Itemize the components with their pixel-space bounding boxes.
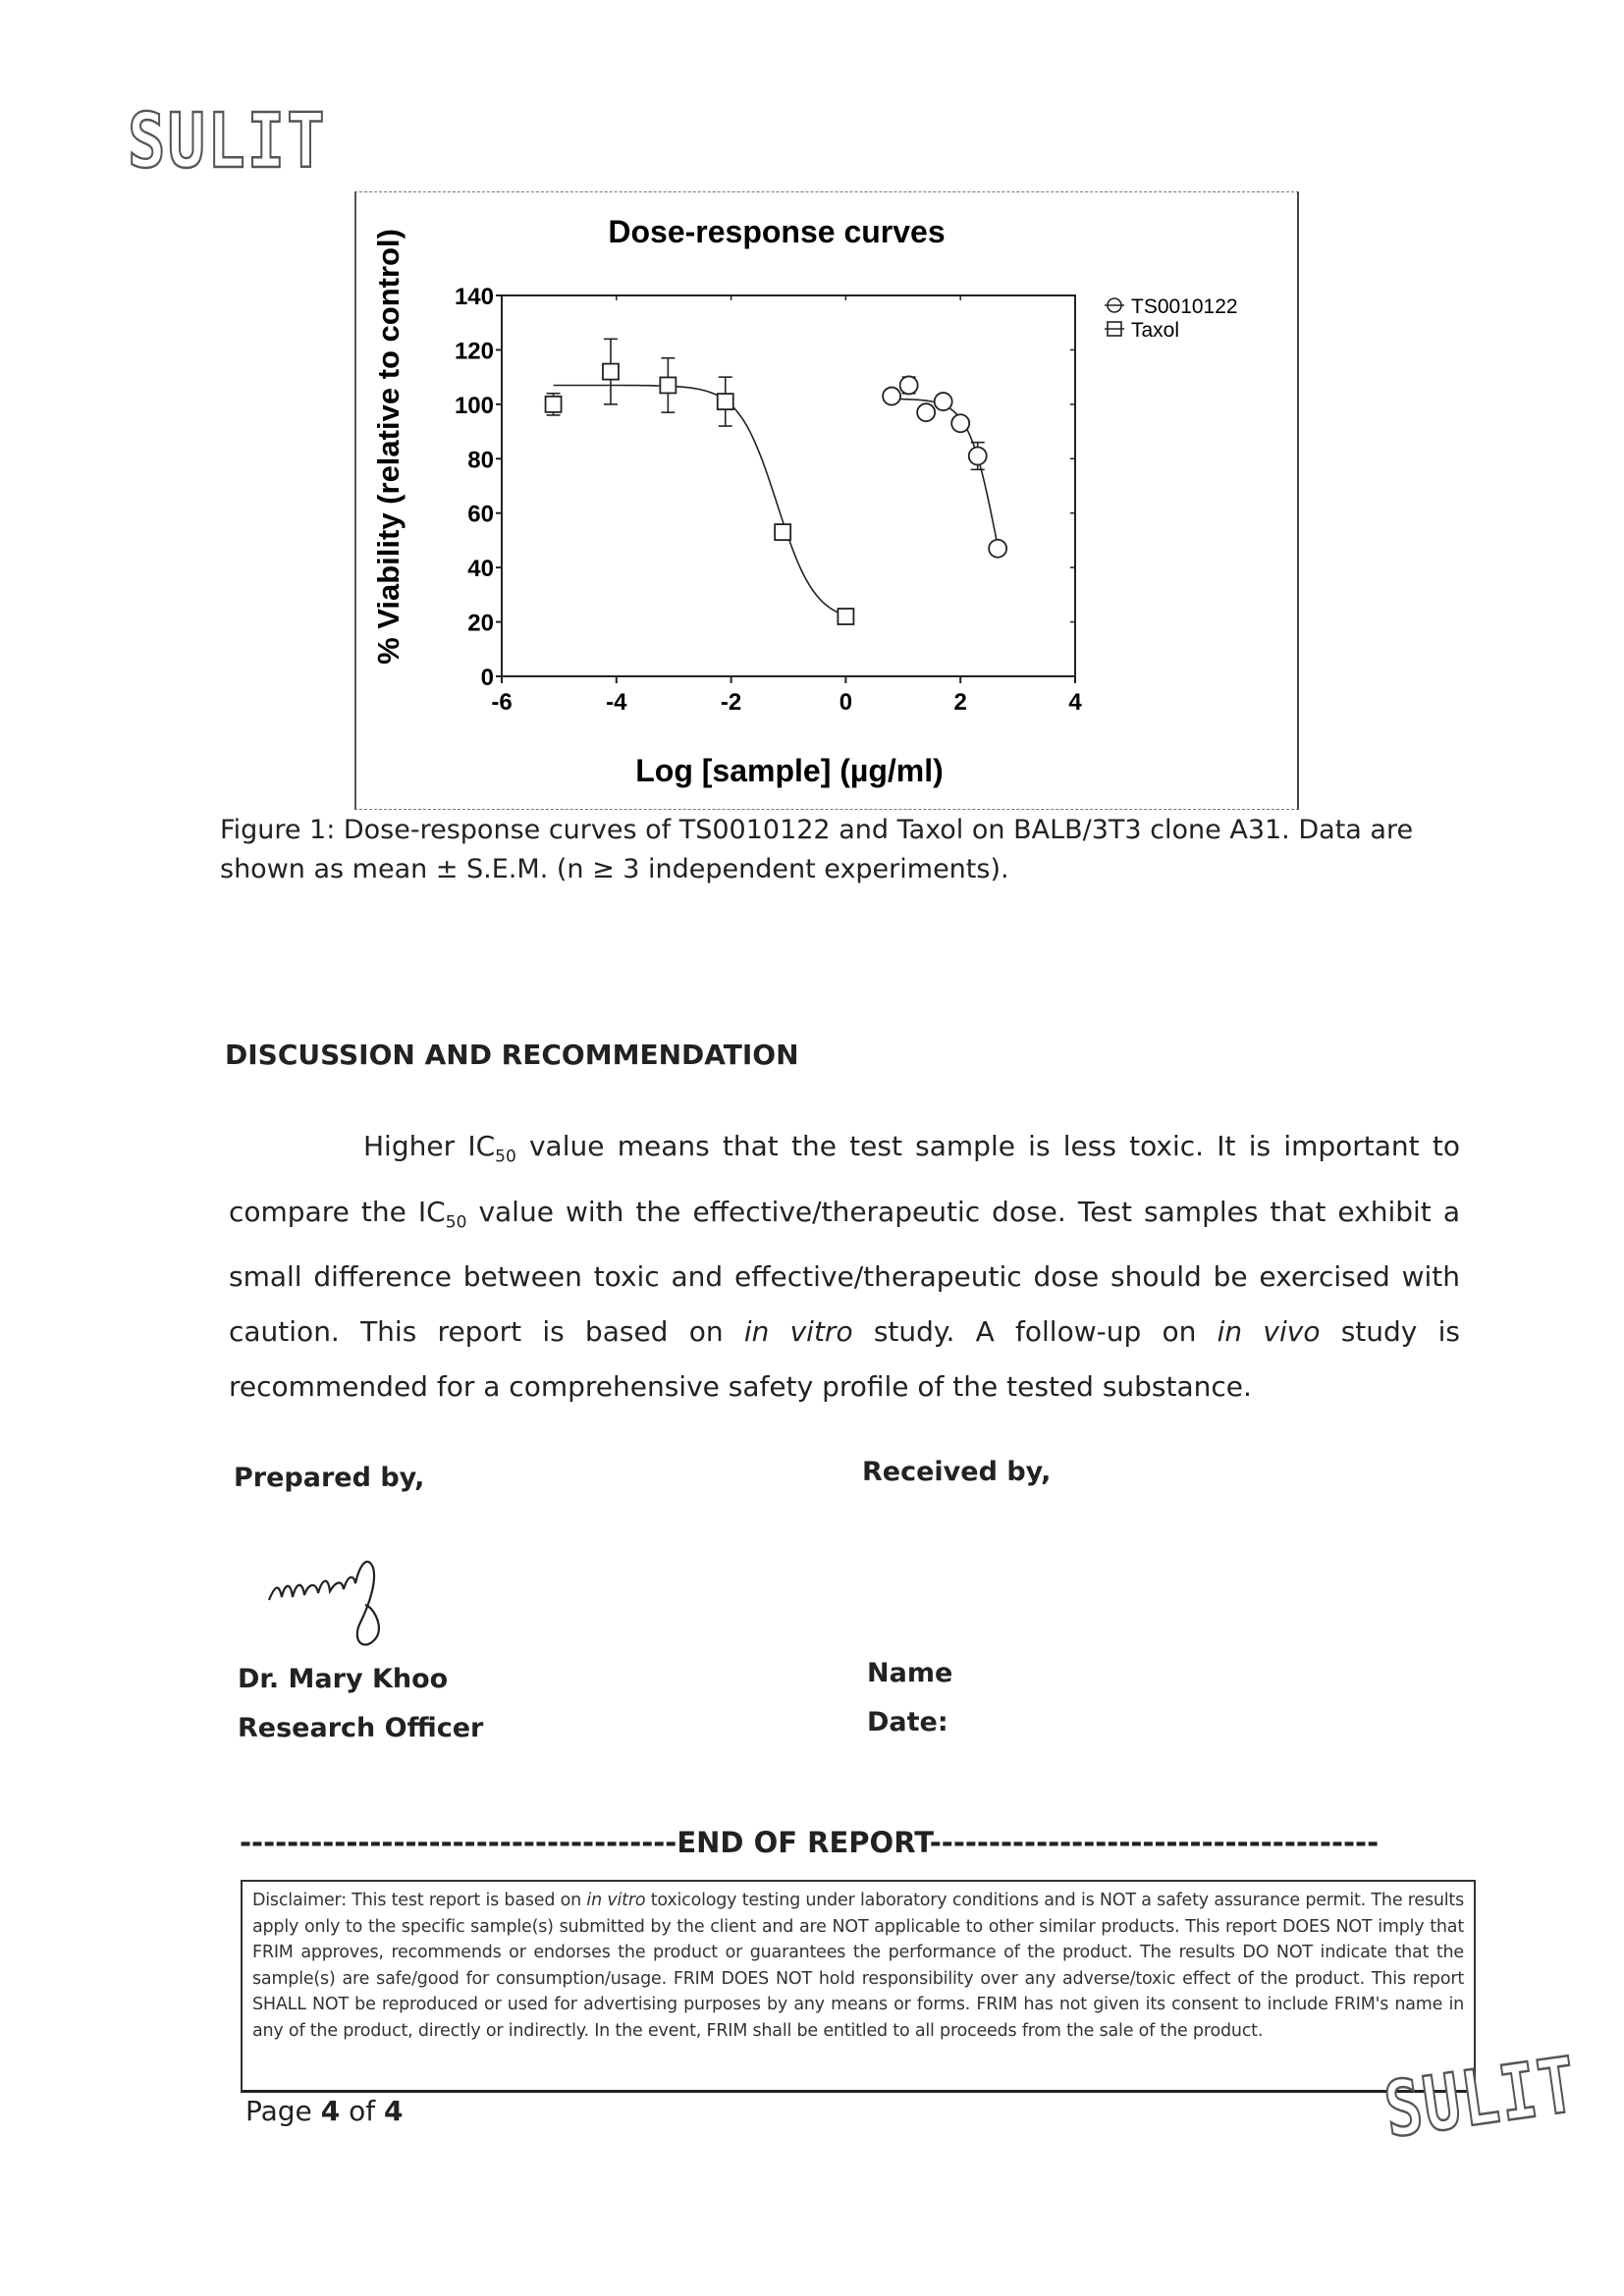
text: of: [340, 2095, 384, 2127]
y-tick-label: 80: [467, 447, 494, 473]
data-point-square: [716, 393, 734, 410]
caption-line-2: shown as mean ± S.E.M. (n ≥ 3 independen…: [220, 854, 1009, 884]
text: Higher IC: [363, 1130, 496, 1162]
data-point-square: [544, 395, 563, 413]
data-point-circle: [916, 402, 937, 423]
data-point-circle: [898, 375, 919, 396]
receiver-name-label: Name: [867, 1658, 953, 1688]
data-point-circle: [967, 446, 988, 466]
data-point-square: [774, 523, 792, 542]
y-tick-label: 0: [481, 665, 494, 691]
y-tick-label: 100: [455, 393, 494, 419]
total-pages: 4: [383, 2095, 404, 2127]
prepared-by-label: Prepared by,: [234, 1463, 425, 1493]
chart-frame: [354, 191, 1299, 810]
italic-text: in vivo: [1217, 1315, 1321, 1349]
current-page: 4: [320, 2095, 341, 2127]
data-point-circle: [933, 392, 953, 411]
end-of-report: -------------------------------------END…: [240, 1826, 1380, 1859]
data-point-circle: [950, 413, 971, 434]
legend-label: Taxol: [1131, 319, 1179, 342]
text: This test report is based on: [346, 1891, 587, 1910]
dose-response-chart: Dose-response curves % Viability (relati…: [371, 214, 1238, 788]
fit-curve-ts0010122: [892, 398, 999, 547]
figure-caption: Figure 1: Dose-response curves of TS0010…: [220, 811, 1477, 889]
x-tick-label: 0: [839, 689, 852, 716]
preparer-title: Research Officer: [238, 1713, 484, 1743]
y-tick-label: 120: [455, 338, 494, 364]
disclaimer-label: Disclaimer:: [252, 1891, 347, 1910]
y-tick-label: 20: [467, 611, 494, 637]
plot-area: 0 20 40 60 80 100 120 140 -6 -4 -2 0 2 4: [455, 284, 1082, 716]
data-point-square: [837, 608, 855, 625]
text: toxicology testing under laboratory cond…: [252, 1891, 1464, 2041]
data-point-square: [602, 362, 620, 381]
y-tick-label: 40: [467, 556, 494, 582]
text: Page: [245, 2095, 321, 2127]
preparer-name: Dr. Mary Khoo: [238, 1664, 449, 1694]
chart-title: Dose-response curves: [608, 214, 945, 249]
x-tick-label: -6: [491, 689, 512, 716]
italic-text: in vitro: [743, 1315, 853, 1349]
data-point-square: [659, 376, 677, 395]
subscript: 50: [445, 1212, 467, 1233]
italic-text: in vitro: [586, 1891, 646, 1910]
received-by-label: Received by,: [862, 1457, 1052, 1487]
text: value means that the test sample is less…: [229, 1130, 1460, 1228]
plot-border: [501, 294, 1076, 677]
x-tick-label: 4: [1068, 689, 1082, 716]
receiver-date-label: Date:: [867, 1707, 948, 1737]
y-tick-label: 140: [455, 284, 494, 310]
text: study is recommended for a comprehensive…: [229, 1315, 1460, 1404]
data-point-circle: [882, 386, 902, 406]
legend-label: TS0010122: [1131, 295, 1238, 318]
disclaimer-box: Disclaimer: This test report is based on…: [241, 1880, 1476, 2093]
fit-curve-taxol: [553, 384, 846, 616]
caption-line-1: Figure 1: Dose-response curves of TS0010…: [220, 815, 1414, 845]
x-tick-label: 2: [954, 689, 967, 716]
data-point-circle: [988, 538, 1008, 559]
y-axis-label: % Viability (relative to control): [371, 229, 406, 665]
discussion-paragraph: Higher IC50 value means that the test sa…: [229, 1119, 1460, 1415]
x-tick-label: -4: [606, 689, 627, 716]
section-heading: DISCUSSION AND RECOMMENDATION: [225, 1039, 799, 1071]
x-tick-label: -2: [721, 689, 741, 716]
x-axis-label: Log [sample] (µg/ml): [635, 753, 944, 788]
signature: [267, 1560, 380, 1646]
y-tick-label: 60: [467, 502, 494, 528]
sulit-stamp-top: SULIT: [127, 97, 327, 187]
text: value with the effective/therapeutic dos…: [229, 1195, 1461, 1349]
subscript: 50: [495, 1147, 516, 1167]
page-number: Page 4 of 4: [245, 2095, 403, 2127]
text: study. A follow-up on: [852, 1315, 1218, 1349]
